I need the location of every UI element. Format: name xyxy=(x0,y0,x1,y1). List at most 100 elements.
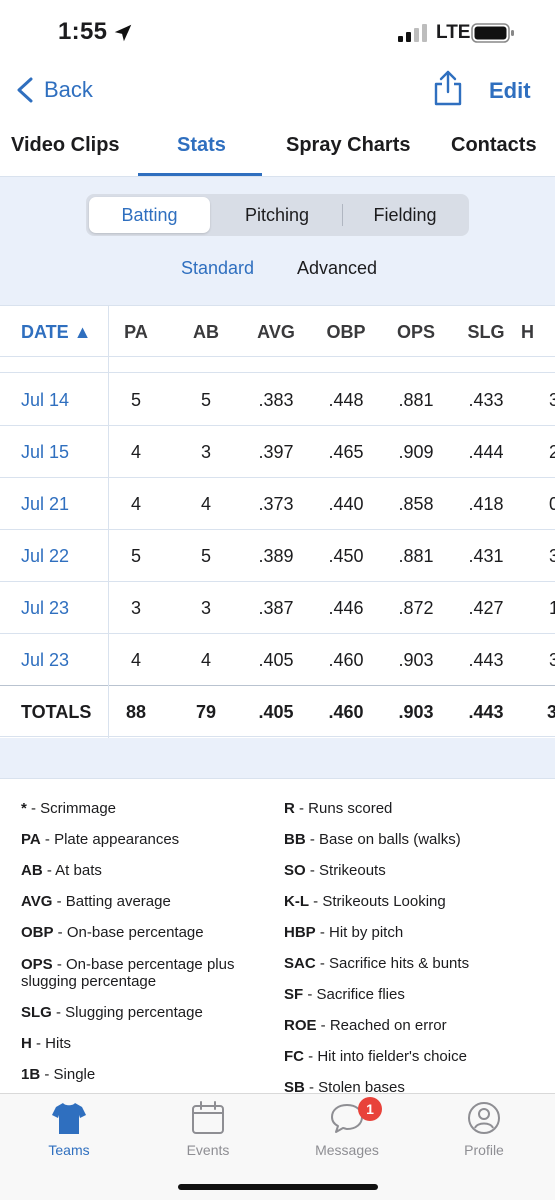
table-cell: 0 xyxy=(549,494,555,514)
table-cell: .433 xyxy=(468,390,504,410)
network-type: LTE xyxy=(436,22,471,43)
legend-item: PA - Plate appearances xyxy=(21,831,180,848)
table-cell: .450 xyxy=(328,546,364,566)
totals-cell: 79 xyxy=(195,702,217,722)
share-icon[interactable] xyxy=(432,70,464,106)
segment-pitching[interactable]: Pitching xyxy=(244,204,310,225)
home-indicator xyxy=(178,1184,378,1190)
chevron-left-icon xyxy=(17,77,33,103)
legend-item: SO - Strikeouts xyxy=(284,862,386,879)
table-cell: 3 xyxy=(200,598,211,618)
table-cell: .460 xyxy=(328,650,364,670)
table-cell: 4 xyxy=(130,650,141,670)
active-tab-indicator xyxy=(138,173,262,176)
table-spacer xyxy=(0,357,555,373)
row-date-link[interactable]: Jul 23 xyxy=(21,650,70,670)
cellular-signal-icon xyxy=(398,24,427,42)
table-cell: .858 xyxy=(398,494,434,514)
subtab-advanced[interactable]: Advanced xyxy=(297,258,378,278)
back-button[interactable]: Back xyxy=(14,74,93,106)
totals-label: TOTALS xyxy=(21,702,92,722)
totals-cell: .405 xyxy=(258,702,294,722)
table-cell: 3 xyxy=(549,390,555,410)
table-cell: .465 xyxy=(328,442,364,462)
legend-item: AB - At bats xyxy=(21,862,102,879)
section-spacer xyxy=(0,738,555,778)
location-arrow-icon xyxy=(114,24,132,42)
table-cell: 4 xyxy=(130,442,141,462)
tab-profile[interactable]: Profile xyxy=(424,1100,544,1158)
tab-stats[interactable]: Stats xyxy=(177,134,226,156)
table-cell: 3 xyxy=(130,598,141,618)
bottom-tab-bar: Teams Events 1 Messages Profile xyxy=(0,1093,555,1200)
back-label: Back xyxy=(44,77,93,102)
table-cell: .903 xyxy=(398,650,434,670)
table-cell: 5 xyxy=(130,390,141,410)
legend-item: BB - Base on balls (walks) xyxy=(284,831,461,848)
status-bar: 1:55 LTE xyxy=(0,0,555,66)
table-cell: 2 xyxy=(549,442,555,462)
segment-batting[interactable]: Batting xyxy=(89,197,210,233)
tab-events[interactable]: Events xyxy=(148,1100,268,1158)
calendar-icon xyxy=(192,1101,224,1134)
legend-item: SB - Stolen bases xyxy=(284,1079,405,1093)
table-cell: 5 xyxy=(200,390,211,410)
legend-item: K-L - Strikeouts Looking xyxy=(284,893,446,910)
row-date-link[interactable]: Jul 23 xyxy=(21,598,70,618)
table-cell: .431 xyxy=(468,546,504,566)
table-cell: .405 xyxy=(258,650,294,670)
legend-item: 1B - Single xyxy=(21,1066,96,1083)
table-cell: .909 xyxy=(398,442,434,462)
table-cell: .440 xyxy=(328,494,364,514)
table-cell: .387 xyxy=(258,598,294,618)
sticky-column-divider xyxy=(108,305,109,738)
battery-icon xyxy=(471,23,514,43)
tab-contacts[interactable]: Contacts xyxy=(451,134,537,156)
table-row: Jul 15 4 3 .397 .465 .909 .444 2 xyxy=(0,426,555,478)
legend-item: AVG - Batting average xyxy=(21,893,171,910)
table-cell: .418 xyxy=(468,494,504,514)
table-row: Jul 21 4 4 .373 .440 .858 .418 0 xyxy=(0,478,555,530)
column-header[interactable]: AVG xyxy=(257,322,295,342)
edit-button[interactable]: Edit xyxy=(489,78,531,103)
tab-messages[interactable]: 1 Messages xyxy=(287,1097,407,1158)
tab-teams[interactable]: Teams xyxy=(9,1100,129,1158)
row-date-link[interactable]: Jul 14 xyxy=(21,390,70,410)
legend-item: R - Runs scored xyxy=(284,800,393,817)
segment-fielding[interactable]: Fielding xyxy=(373,204,437,225)
row-date-link[interactable]: Jul 22 xyxy=(21,546,70,566)
column-header[interactable]: OBP xyxy=(326,322,366,342)
subtab-standard[interactable]: Standard xyxy=(181,258,255,278)
legend-item: ROE - Reached on error xyxy=(284,1017,447,1034)
table-cell: .383 xyxy=(258,390,294,410)
table-row: Jul 23 4 4 .405 .460 .903 .443 3 xyxy=(0,634,555,686)
legend-item: H - Hits xyxy=(21,1035,72,1052)
status-time: 1:55 xyxy=(58,18,108,45)
legend-item: * - Scrimmage xyxy=(21,800,117,817)
legend-item: OPS - On-base percentage plus slugging p… xyxy=(21,956,235,990)
stat-type-segmented-control: Batting Pitching Fielding xyxy=(86,194,469,236)
column-header[interactable]: PA xyxy=(124,322,148,342)
column-header[interactable]: H xyxy=(521,322,534,342)
legend-item: OBP - On-base percentage xyxy=(21,924,204,941)
tab-spray-charts[interactable]: Spray Charts xyxy=(286,134,411,156)
tab-label: Events xyxy=(186,1142,230,1158)
profile-icon xyxy=(468,1102,500,1134)
column-header-date[interactable]: DATE ▲ xyxy=(21,322,92,342)
tab-video-clips[interactable]: Video Clips xyxy=(11,134,120,156)
tab-label: Profile xyxy=(464,1142,504,1158)
totals-cell: 88 xyxy=(125,702,147,722)
column-header[interactable]: SLG xyxy=(467,322,505,342)
row-date-link[interactable]: Jul 21 xyxy=(21,494,70,514)
table-cell: 1 xyxy=(549,598,555,618)
row-date-link[interactable]: Jul 15 xyxy=(21,442,70,462)
column-header[interactable]: OPS xyxy=(396,322,435,342)
stats-legend: * - Scrimmage PA - Plate appearances AB … xyxy=(0,778,555,1093)
table-cell: 5 xyxy=(130,546,141,566)
stats-filter-band: Batting Pitching Fielding Standard Advan… xyxy=(0,176,555,305)
column-header[interactable]: AB xyxy=(193,322,219,342)
jersey-icon xyxy=(52,1103,86,1134)
table-cell: 4 xyxy=(130,494,141,514)
table-row: Jul 14 5 5 .383 .448 .881 .433 3 xyxy=(0,374,555,426)
table-row: Jul 22 5 5 .389 .450 .881 .431 3 xyxy=(0,530,555,582)
